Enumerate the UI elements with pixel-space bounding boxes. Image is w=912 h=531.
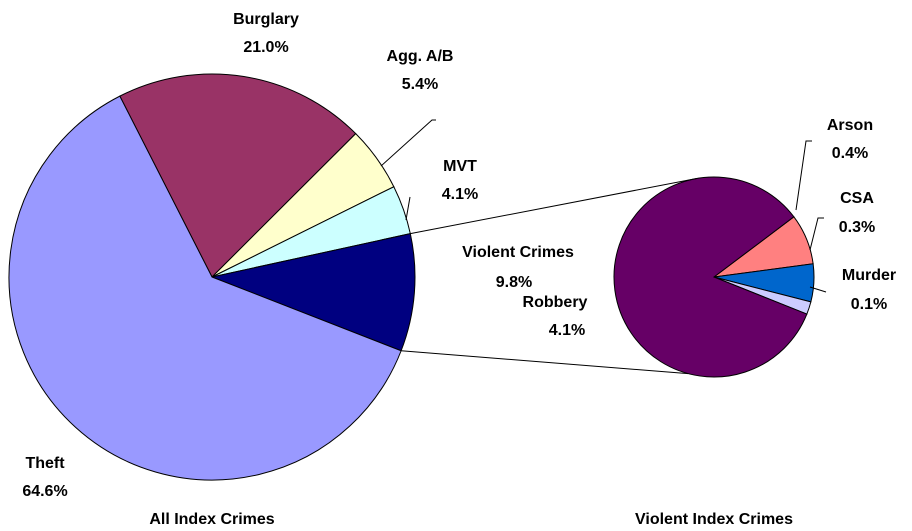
- slice-label: Agg. A/B: [387, 48, 454, 65]
- pie-slice: [8, 95, 402, 481]
- slice-value-label: 4.1%: [442, 186, 478, 203]
- leader-line: [405, 196, 411, 221]
- leader-line: [809, 286, 827, 293]
- slice-label: Burglary: [233, 11, 299, 28]
- connector-line: [401, 350, 689, 375]
- slice-label: MVT: [443, 158, 477, 175]
- slice-value-label: 0.1%: [851, 296, 887, 313]
- slice-value-label: 21.0%: [243, 39, 288, 56]
- slice-value-label: 5.4%: [402, 76, 438, 93]
- pie-slice: [210, 233, 416, 352]
- slice-value-label: 0.3%: [839, 219, 875, 236]
- slice-label: Murder: [842, 267, 896, 284]
- leader-line: [809, 217, 824, 251]
- slice-label: Arson: [827, 117, 873, 134]
- pie-slice: [613, 176, 808, 378]
- leader-line: [380, 119, 436, 167]
- leader-line: [795, 140, 812, 211]
- slice-label: Violent Crimes: [462, 244, 574, 261]
- pie-title: Violent Index Crimes: [635, 511, 793, 528]
- slice-label: CSA: [840, 190, 874, 207]
- connector-line: [410, 178, 697, 235]
- slice-value-label: 4.1%: [549, 322, 585, 339]
- pie-title: All Index Crimes: [149, 511, 274, 528]
- pie-slice: [119, 73, 357, 278]
- slice-value-label: 0.4%: [832, 145, 868, 162]
- slice-value-label: 9.8%: [496, 274, 532, 291]
- slice-label: Theft: [25, 455, 65, 472]
- slice-value-label: 64.6%: [22, 483, 67, 500]
- slice-label: Robbery: [523, 294, 588, 311]
